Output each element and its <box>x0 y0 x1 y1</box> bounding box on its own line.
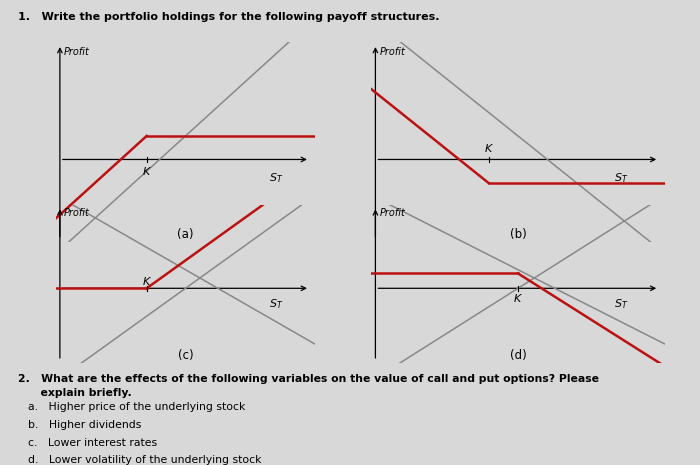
Text: $S_T$: $S_T$ <box>269 171 284 185</box>
Text: Profit: Profit <box>64 208 90 219</box>
Text: (d): (d) <box>510 349 526 362</box>
Text: Profit: Profit <box>64 46 90 57</box>
Text: Profit: Profit <box>380 46 406 57</box>
Text: $S_T$: $S_T$ <box>614 171 628 185</box>
Text: a.   Higher price of the underlying stock: a. Higher price of the underlying stock <box>28 402 246 412</box>
Text: $K$: $K$ <box>141 165 152 177</box>
Text: $S_T$: $S_T$ <box>269 298 284 312</box>
Text: $K$: $K$ <box>484 142 494 154</box>
Text: $S_T$: $S_T$ <box>614 298 628 312</box>
Text: (a): (a) <box>177 228 194 240</box>
Text: (c): (c) <box>178 349 193 362</box>
Text: (b): (b) <box>510 228 526 240</box>
Text: 1.   Write the portfolio holdings for the following payoff structures.: 1. Write the portfolio holdings for the … <box>18 12 439 22</box>
Text: $K$: $K$ <box>141 275 152 287</box>
Text: c.   Lower interest rates: c. Lower interest rates <box>28 438 157 448</box>
Text: b.   Higher dividends: b. Higher dividends <box>28 420 141 430</box>
Text: Profit: Profit <box>380 208 406 219</box>
Text: d.   Lower volatility of the underlying stock: d. Lower volatility of the underlying st… <box>28 455 262 465</box>
Text: 2.   What are the effects of the following variables on the value of call and pu: 2. What are the effects of the following… <box>18 374 598 385</box>
Text: explain briefly.: explain briefly. <box>18 388 132 399</box>
Text: $K$: $K$ <box>513 292 523 304</box>
